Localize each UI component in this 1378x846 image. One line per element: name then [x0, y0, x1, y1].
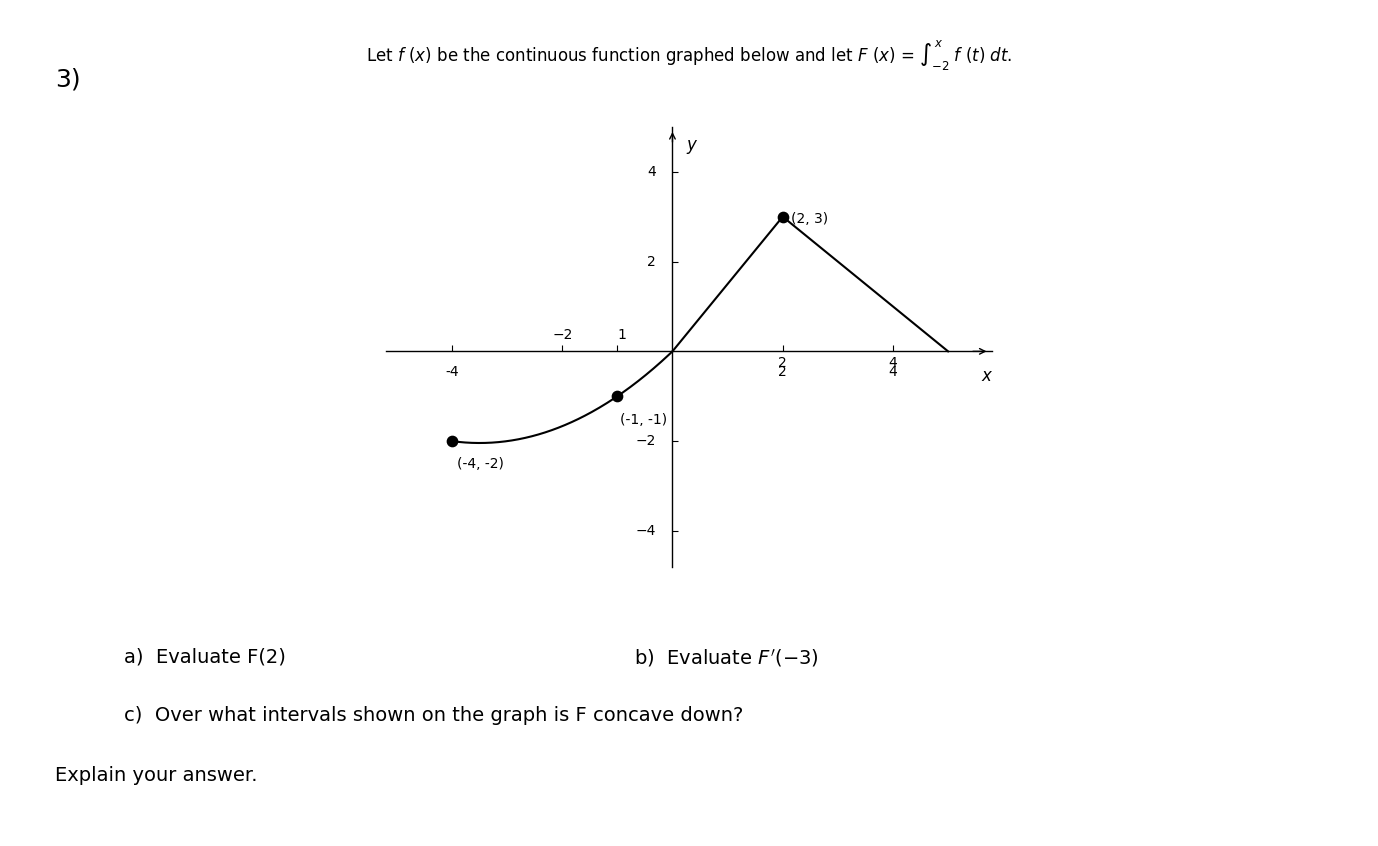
Text: 1: 1: [617, 328, 626, 343]
Text: c)  Over what intervals shown on the graph is F concave down?: c) Over what intervals shown on the grap…: [124, 706, 743, 725]
Text: (2, 3): (2, 3): [791, 212, 828, 226]
Text: (-4, -2): (-4, -2): [457, 457, 504, 471]
Text: -4: -4: [445, 365, 459, 379]
Text: Explain your answer.: Explain your answer.: [55, 766, 258, 784]
Text: −2: −2: [635, 434, 656, 448]
Text: b)  Evaluate $F'(-3)$: b) Evaluate $F'(-3)$: [634, 647, 819, 669]
Text: y: y: [686, 136, 696, 154]
Text: −4: −4: [635, 524, 656, 538]
Point: [606, 389, 628, 403]
Text: a)  Evaluate F(2): a) Evaluate F(2): [124, 647, 285, 666]
Text: 2: 2: [779, 365, 787, 379]
Text: 3): 3): [55, 68, 81, 91]
Point: [772, 210, 794, 223]
Point: [441, 434, 463, 448]
Text: 2: 2: [648, 255, 656, 268]
Text: Let $f$ ($x$) be the continuous function graphed below and let $F$ ($x$) = $\int: Let $f$ ($x$) be the continuous function…: [365, 38, 1013, 72]
Text: (-1, -1): (-1, -1): [620, 414, 667, 427]
Text: x: x: [981, 367, 992, 385]
Text: −2: −2: [553, 328, 572, 343]
Text: 4: 4: [648, 165, 656, 179]
Text: 4: 4: [889, 365, 897, 379]
